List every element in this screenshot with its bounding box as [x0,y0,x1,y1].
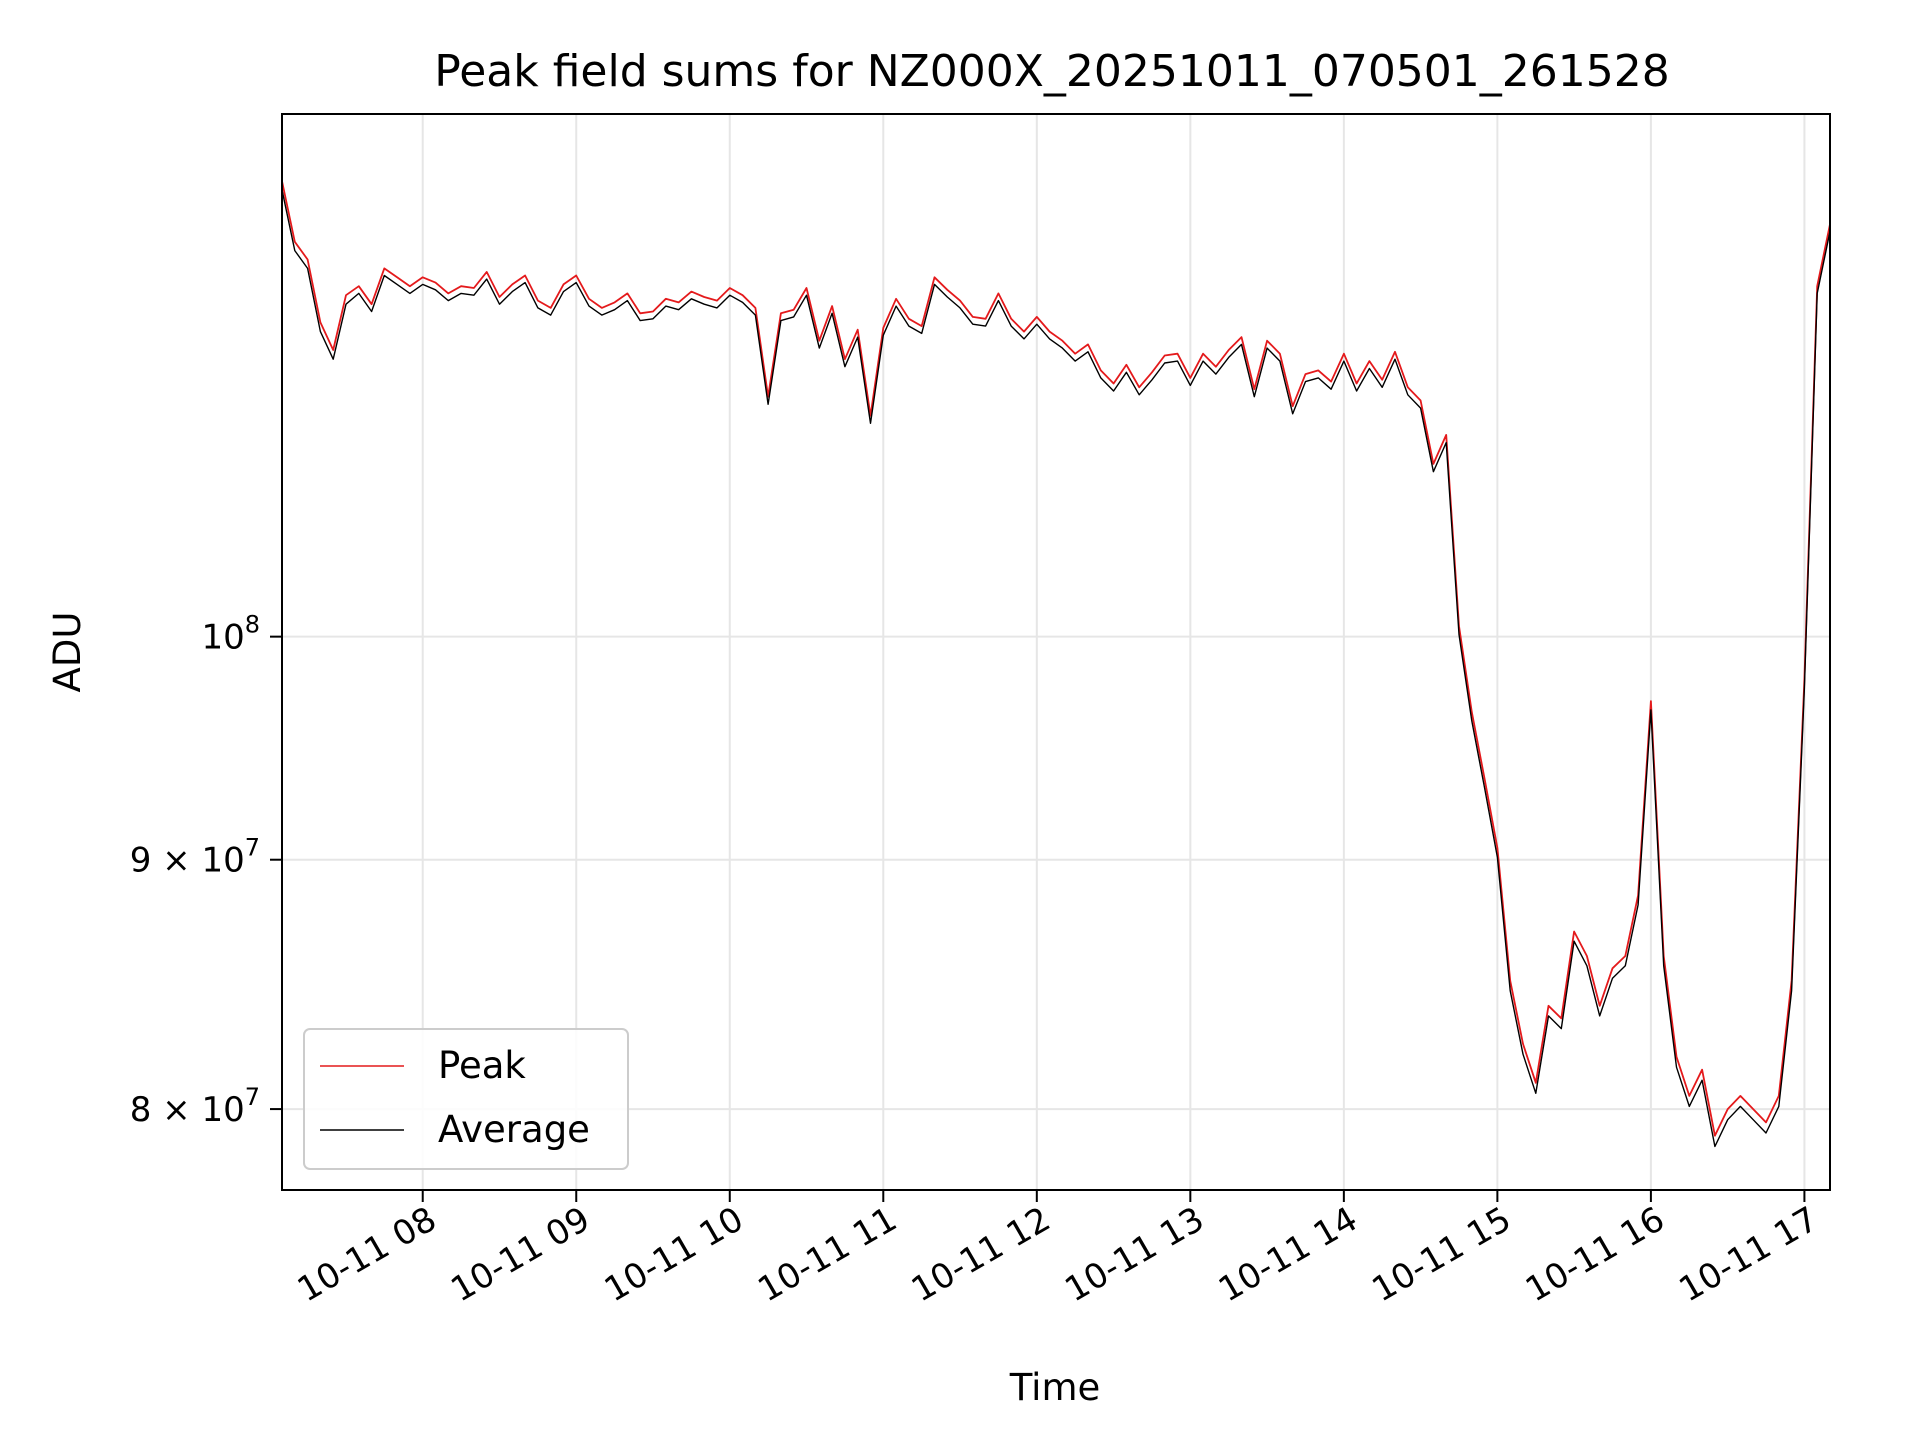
y-tick-label: 8 × 107 [130,1083,260,1130]
legend-label-average: Average [438,1108,590,1151]
series-line-peak [281,181,1831,1137]
series-line-average [281,189,1831,1148]
y-tick-label-base: 10 [201,618,244,658]
y-tick-label-exponent: 7 [245,834,260,862]
legend-label-peak: Peak [438,1044,526,1087]
x-axis-label: Time [1009,1366,1101,1409]
y-tick-label-exponent: 7 [245,1083,260,1111]
legend: Peak Average [303,1028,629,1170]
chart-title: Peak field sums for NZ000X_20251011_0705… [434,46,1670,97]
y-tick-label-base: 9 × 10 [130,841,245,881]
series-lines [281,181,1831,1148]
plot-frame [281,113,1831,1191]
y-tick-label: 108 [201,611,260,658]
legend-box [303,1028,629,1170]
y-tick-label: 9 × 107 [130,834,260,881]
y-tick-label-base: 8 × 10 [130,1090,245,1130]
y-tick-label-exponent: 8 [245,611,260,639]
y-axis-label: ADU [46,612,89,693]
